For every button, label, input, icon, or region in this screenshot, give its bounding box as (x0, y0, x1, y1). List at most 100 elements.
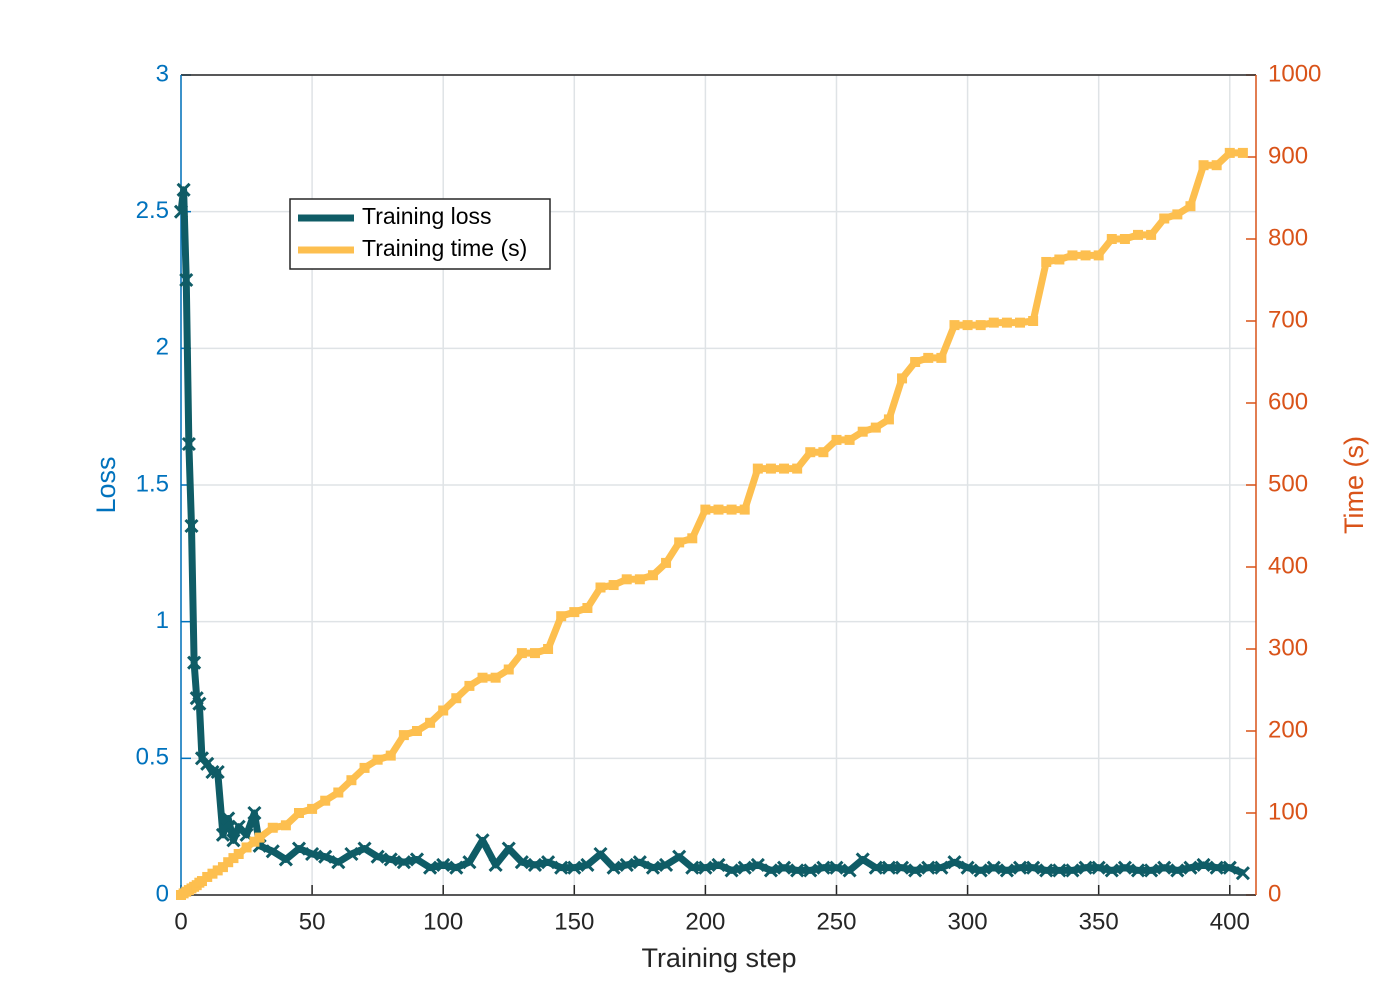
marker (674, 537, 685, 548)
marker (249, 836, 260, 847)
x-tick-label: 50 (299, 908, 326, 935)
marker (217, 862, 228, 873)
marker (280, 820, 291, 831)
marker (293, 808, 304, 818)
marker (1185, 201, 1196, 212)
marker (1015, 317, 1026, 328)
marker (475, 833, 490, 848)
marker (385, 750, 396, 761)
marker (1065, 863, 1080, 878)
marker (462, 855, 477, 870)
marker (541, 855, 556, 870)
marker (713, 504, 724, 515)
marker (307, 803, 318, 814)
marker (490, 672, 501, 683)
marker (1052, 863, 1067, 878)
marker (320, 795, 331, 806)
marker (488, 857, 503, 872)
marker (501, 841, 516, 856)
marker (436, 857, 451, 872)
marker (409, 852, 425, 867)
marker (241, 842, 252, 853)
marker (672, 849, 687, 864)
marker (857, 426, 868, 437)
marker (805, 447, 816, 458)
marker (582, 603, 593, 613)
marker (921, 860, 936, 875)
marker (196, 876, 207, 887)
marker (606, 860, 621, 875)
marker (1172, 209, 1183, 220)
marker (960, 860, 975, 875)
marker (1117, 860, 1132, 875)
marker (173, 204, 189, 219)
x-tick-label: 100 (423, 908, 463, 935)
marker (1130, 863, 1146, 878)
marker (739, 504, 750, 515)
x-tick-label: 400 (1210, 908, 1250, 935)
marker (726, 504, 737, 515)
marker (580, 857, 595, 872)
marker (477, 672, 488, 683)
marker (894, 860, 910, 875)
marker (318, 849, 333, 864)
marker (425, 717, 436, 728)
marker (210, 764, 225, 780)
marker (267, 822, 278, 833)
x-tick-label: 250 (816, 908, 856, 935)
x-tick-label: 350 (1079, 908, 1119, 935)
marker (331, 855, 346, 870)
marker (1198, 160, 1209, 171)
marker (372, 754, 383, 765)
marker (661, 557, 672, 568)
marker (383, 852, 398, 867)
marker (221, 811, 236, 826)
marker (333, 787, 344, 798)
marker (1183, 860, 1198, 875)
marker (842, 863, 857, 878)
marker (1133, 229, 1144, 240)
marker (503, 664, 514, 675)
marker (184, 518, 199, 534)
legend-box (289, 198, 551, 270)
legend-label: Training loss (362, 203, 492, 229)
marker (556, 611, 567, 622)
marker (179, 272, 194, 288)
marker (776, 860, 792, 875)
marker (370, 849, 385, 864)
marker (855, 852, 870, 867)
marker (632, 855, 647, 870)
marker (700, 504, 711, 515)
x-tick-label: 200 (685, 908, 725, 935)
marker (897, 373, 908, 384)
marker (659, 857, 674, 872)
marker (305, 846, 320, 862)
marker (205, 764, 220, 780)
marker (451, 693, 462, 704)
marker (792, 463, 803, 474)
x-tick-label: 150 (554, 908, 594, 935)
marker (181, 436, 196, 452)
marker (936, 352, 947, 363)
y2-tick-label: 900 (1268, 142, 1308, 169)
marker (608, 580, 619, 591)
y2-tick-label: 300 (1268, 634, 1308, 661)
marker (543, 644, 554, 654)
marker (176, 182, 191, 197)
marker (868, 860, 883, 875)
y-tick-label: 1.5 (136, 470, 169, 497)
marker (215, 827, 231, 842)
marker (883, 414, 894, 425)
marker (986, 860, 1001, 875)
y2-axis-label: Time (s) (1339, 436, 1369, 534)
marker (999, 863, 1014, 878)
y2-tick-label: 500 (1268, 470, 1308, 497)
marker (923, 352, 934, 363)
x-tick-label: 0 (174, 908, 187, 935)
marker (947, 855, 962, 870)
marker (1106, 234, 1117, 244)
marker (687, 533, 698, 544)
marker (1104, 863, 1119, 878)
marker (226, 833, 241, 848)
